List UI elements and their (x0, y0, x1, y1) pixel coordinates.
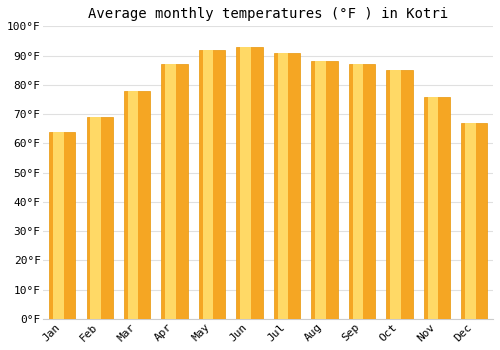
Bar (90, 117, 101, 319)
Bar (428, 97, 438, 319)
Bar (465, 123, 475, 319)
Bar (203, 50, 213, 319)
Bar (352, 64, 363, 319)
Bar (236, 47, 262, 319)
Bar (199, 50, 225, 319)
Bar (312, 61, 338, 319)
Bar (461, 123, 487, 319)
Bar (240, 47, 251, 319)
Bar (49, 132, 76, 319)
Bar (386, 70, 412, 319)
Bar (128, 91, 138, 319)
Title: Average monthly temperatures (°F ) in Kotri: Average monthly temperatures (°F ) in Ko… (88, 7, 449, 21)
Bar (390, 70, 400, 319)
Bar (162, 64, 188, 319)
Bar (316, 61, 326, 319)
Bar (166, 64, 176, 319)
Bar (274, 52, 300, 319)
Bar (124, 91, 150, 319)
Bar (278, 52, 288, 319)
Bar (86, 117, 113, 319)
Bar (349, 64, 375, 319)
Bar (53, 132, 64, 319)
Bar (424, 97, 450, 319)
